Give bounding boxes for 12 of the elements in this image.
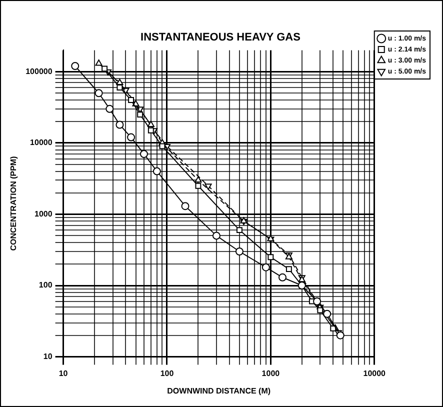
y-tick-label: 100000 (26, 66, 53, 76)
y-tick-label: 10000 (30, 138, 53, 148)
x-tick-label: 10000 (363, 368, 386, 378)
y-axis-title: CONCENTRATION (PPM) (9, 156, 18, 251)
chart-title: INSTANTANEOUS HEAVY GAS (140, 32, 300, 44)
x-axis-title: DOWNWIND DISTANCE (M) (167, 386, 271, 396)
x-tick-label: 10 (58, 368, 68, 378)
y-tick-label: 1000 (34, 209, 53, 218)
y-tick-label: 100 (38, 280, 53, 290)
x-tick-label: 1000 (262, 368, 280, 378)
x-tick-label: 100 (160, 368, 174, 378)
y-tick-label: 10 (43, 352, 53, 362)
